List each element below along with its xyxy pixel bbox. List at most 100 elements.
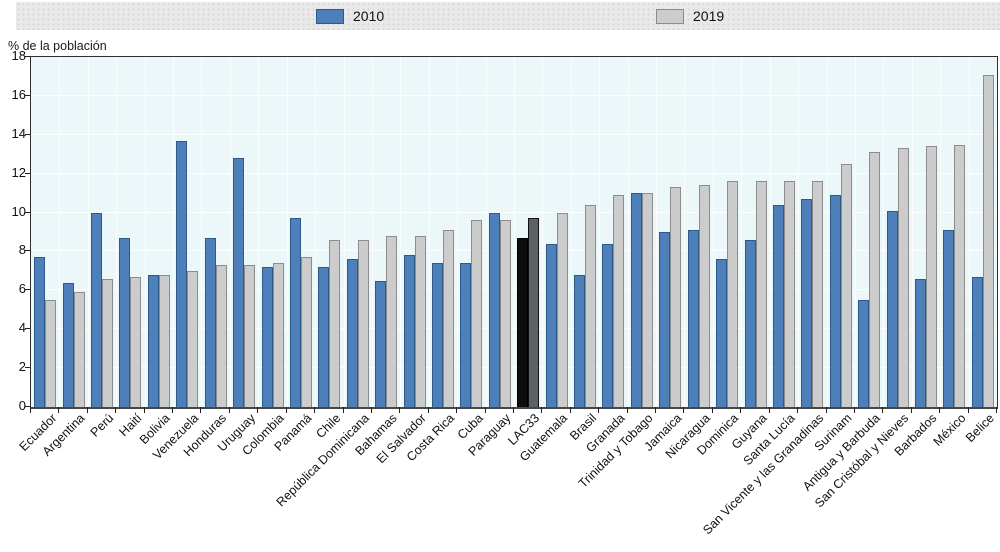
gridline-vertical	[599, 57, 601, 407]
bar-2019	[613, 195, 625, 407]
gridline-vertical	[911, 57, 913, 407]
legend-label-2010: 2010	[353, 8, 385, 24]
bar-2010	[687, 230, 699, 407]
x-tick-mark	[456, 407, 458, 413]
bar-2019	[442, 230, 454, 407]
bar-2010	[346, 259, 358, 407]
x-tick-mark	[484, 407, 486, 413]
bar-2010	[886, 210, 898, 407]
legend-item-2010: 2010	[316, 2, 384, 30]
bar-2019	[954, 144, 966, 407]
bar-2019	[897, 148, 909, 407]
gridline-vertical	[514, 57, 515, 407]
y-tick-mark	[25, 367, 30, 369]
y-tick-mark	[25, 133, 30, 135]
legend-item-2019: 2019	[656, 2, 724, 30]
gridline-vertical	[656, 57, 658, 407]
gridline-vertical	[173, 57, 175, 407]
x-tick-mark	[427, 407, 429, 413]
y-tick-mark	[25, 250, 30, 252]
bar-2010	[801, 198, 813, 407]
x-tick-mark	[683, 407, 685, 413]
gridline-vertical	[87, 57, 89, 407]
bar-2019	[556, 212, 568, 407]
gridline-vertical	[570, 57, 572, 407]
bar-2019	[414, 235, 426, 407]
bar-2019	[102, 278, 114, 407]
bar-2019	[641, 193, 653, 407]
bar-2010-highlight	[517, 237, 529, 407]
bar-2010	[630, 193, 642, 407]
x-tick-mark	[740, 407, 742, 413]
bar-2010	[829, 195, 841, 407]
gridline-vertical	[883, 57, 885, 407]
bar-2019	[300, 257, 312, 407]
y-tick-label: 14	[11, 125, 26, 141]
y-tick-label: 6	[18, 281, 26, 297]
x-tick-mark	[342, 407, 344, 413]
bar-2019	[755, 181, 767, 407]
bar-2010	[62, 282, 74, 407]
bar-2010	[176, 140, 188, 407]
gridline-vertical	[343, 57, 345, 407]
gridline-vertical	[428, 57, 430, 407]
bar-2019	[73, 292, 85, 407]
bar-2010	[261, 267, 273, 407]
bar-2010	[545, 243, 557, 407]
legend-swatch-2019	[656, 8, 684, 24]
bar-2019	[130, 276, 142, 407]
y-tick-label: 4	[18, 320, 26, 336]
gridline-vertical	[457, 57, 459, 407]
bar-2010	[914, 278, 926, 407]
y-tick-mark	[25, 211, 30, 213]
bar-2010	[233, 158, 245, 407]
legend-label-2019: 2019	[693, 8, 725, 24]
x-tick-mark	[626, 407, 628, 413]
x-tick-mark	[711, 407, 713, 413]
x-tick-mark	[399, 407, 401, 413]
gridline-vertical	[712, 57, 714, 407]
x-tick-mark	[939, 407, 941, 413]
y-tick-label: 2	[18, 359, 26, 375]
bar-2019	[727, 181, 739, 407]
bar-2010	[602, 243, 614, 407]
bar-2019	[670, 187, 682, 407]
x-tick-label: Belice	[962, 411, 997, 445]
gridline-vertical	[201, 57, 203, 407]
gridline-vertical	[315, 57, 317, 407]
x-tick-mark	[825, 407, 827, 413]
gridline-vertical	[798, 57, 800, 407]
y-tick-label: 12	[11, 164, 26, 180]
chart-legend: 2010 2019	[16, 2, 1000, 30]
gridline-vertical	[684, 57, 686, 407]
gridline-vertical	[371, 57, 373, 407]
bar-2010	[318, 267, 330, 407]
bar-2019-highlight	[528, 218, 540, 407]
gridline-vertical	[485, 57, 487, 407]
gridline-vertical	[826, 57, 828, 407]
plot-area	[30, 56, 998, 409]
y-tick-label: 10	[11, 203, 26, 219]
x-tick-mark	[30, 407, 31, 413]
bar-2019	[272, 263, 284, 407]
bar-2010	[488, 212, 500, 407]
x-tick-mark	[655, 407, 657, 413]
bar-2010	[460, 263, 472, 407]
x-tick-label: Perú	[87, 411, 116, 440]
bar-2010	[289, 218, 301, 407]
gridline-vertical	[968, 57, 970, 407]
bar-2019	[158, 274, 170, 407]
bar-2019	[698, 185, 710, 407]
x-tick-mark	[967, 407, 969, 413]
bar-2010	[943, 230, 955, 407]
gridline-vertical	[258, 57, 260, 407]
bar-2019	[329, 239, 341, 407]
bar-2010	[119, 237, 131, 407]
bar-2010	[431, 263, 443, 407]
x-tick-mark	[598, 407, 600, 413]
x-tick-mark	[370, 407, 372, 413]
y-tick-label: 16	[11, 86, 26, 102]
bar-2010	[574, 274, 586, 407]
gridline-vertical	[144, 57, 146, 407]
